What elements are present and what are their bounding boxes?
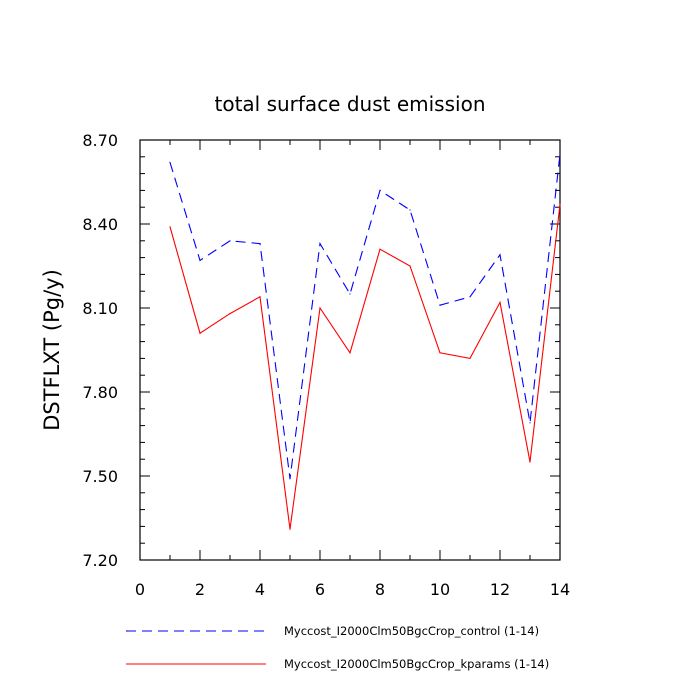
data-point <box>319 243 321 245</box>
y-tick-label: 7.80 <box>82 383 118 402</box>
x-tick-label: 14 <box>550 580 570 599</box>
x-tick-label: 0 <box>135 580 145 599</box>
data-point <box>559 153 561 155</box>
data-point <box>169 161 171 163</box>
x-tick-label: 4 <box>255 580 265 599</box>
y-tick-label: 8.10 <box>82 299 118 318</box>
y-axis-label: DSTFLXT (Pg/y) <box>40 269 64 431</box>
data-point <box>319 307 321 309</box>
legend-label-1: Myccost_I2000Clm50BgcCrop_kparams (1-14) <box>284 657 549 671</box>
data-point <box>199 332 201 334</box>
legend: Myccost_I2000Clm50BgcCrop_control (1-14)… <box>126 624 549 671</box>
y-tick-label: 7.50 <box>82 467 118 486</box>
chart-title: total surface dust emission <box>214 92 485 116</box>
plot-frame <box>139 139 561 561</box>
data-point <box>469 357 471 359</box>
data-point <box>229 240 231 242</box>
data-point <box>169 226 171 228</box>
data-point <box>409 209 411 211</box>
x-tick-label: 8 <box>375 580 385 599</box>
data-point <box>529 461 531 463</box>
y-tick-label: 8.70 <box>82 131 118 150</box>
axis-ticks <box>139 139 561 561</box>
data-point <box>289 528 291 530</box>
data-point <box>259 243 261 245</box>
y-tick-label: 7.20 <box>82 551 118 570</box>
data-point <box>499 301 501 303</box>
data-point <box>259 296 261 298</box>
data-point <box>379 189 381 191</box>
data-point <box>349 352 351 354</box>
series-line-0 <box>169 153 561 479</box>
data-point <box>349 293 351 295</box>
data-point <box>199 259 201 261</box>
data-point <box>499 254 501 256</box>
data-point <box>289 478 291 480</box>
series-lines <box>169 153 561 530</box>
y-tick-label: 8.40 <box>82 215 118 234</box>
data-point <box>529 422 531 424</box>
x-tick-label: 2 <box>195 580 205 599</box>
data-point <box>229 313 231 315</box>
tick-labels: 0 2 4 6 8 10 12 14 7.20 7.50 7.80 8.10 8.40 8.70 <box>82 131 570 599</box>
data-point <box>379 248 381 250</box>
x-tick-label: 12 <box>490 580 510 599</box>
data-point <box>559 203 561 205</box>
data-point <box>409 265 411 267</box>
x-tick-label: 10 <box>430 580 450 599</box>
series-line-1 <box>169 204 561 530</box>
legend-label-0: Myccost_I2000Clm50BgcCrop_control (1-14) <box>284 624 539 638</box>
data-point <box>439 352 441 354</box>
x-tick-label: 6 <box>315 580 325 599</box>
data-point <box>439 304 441 306</box>
data-point <box>469 296 471 298</box>
